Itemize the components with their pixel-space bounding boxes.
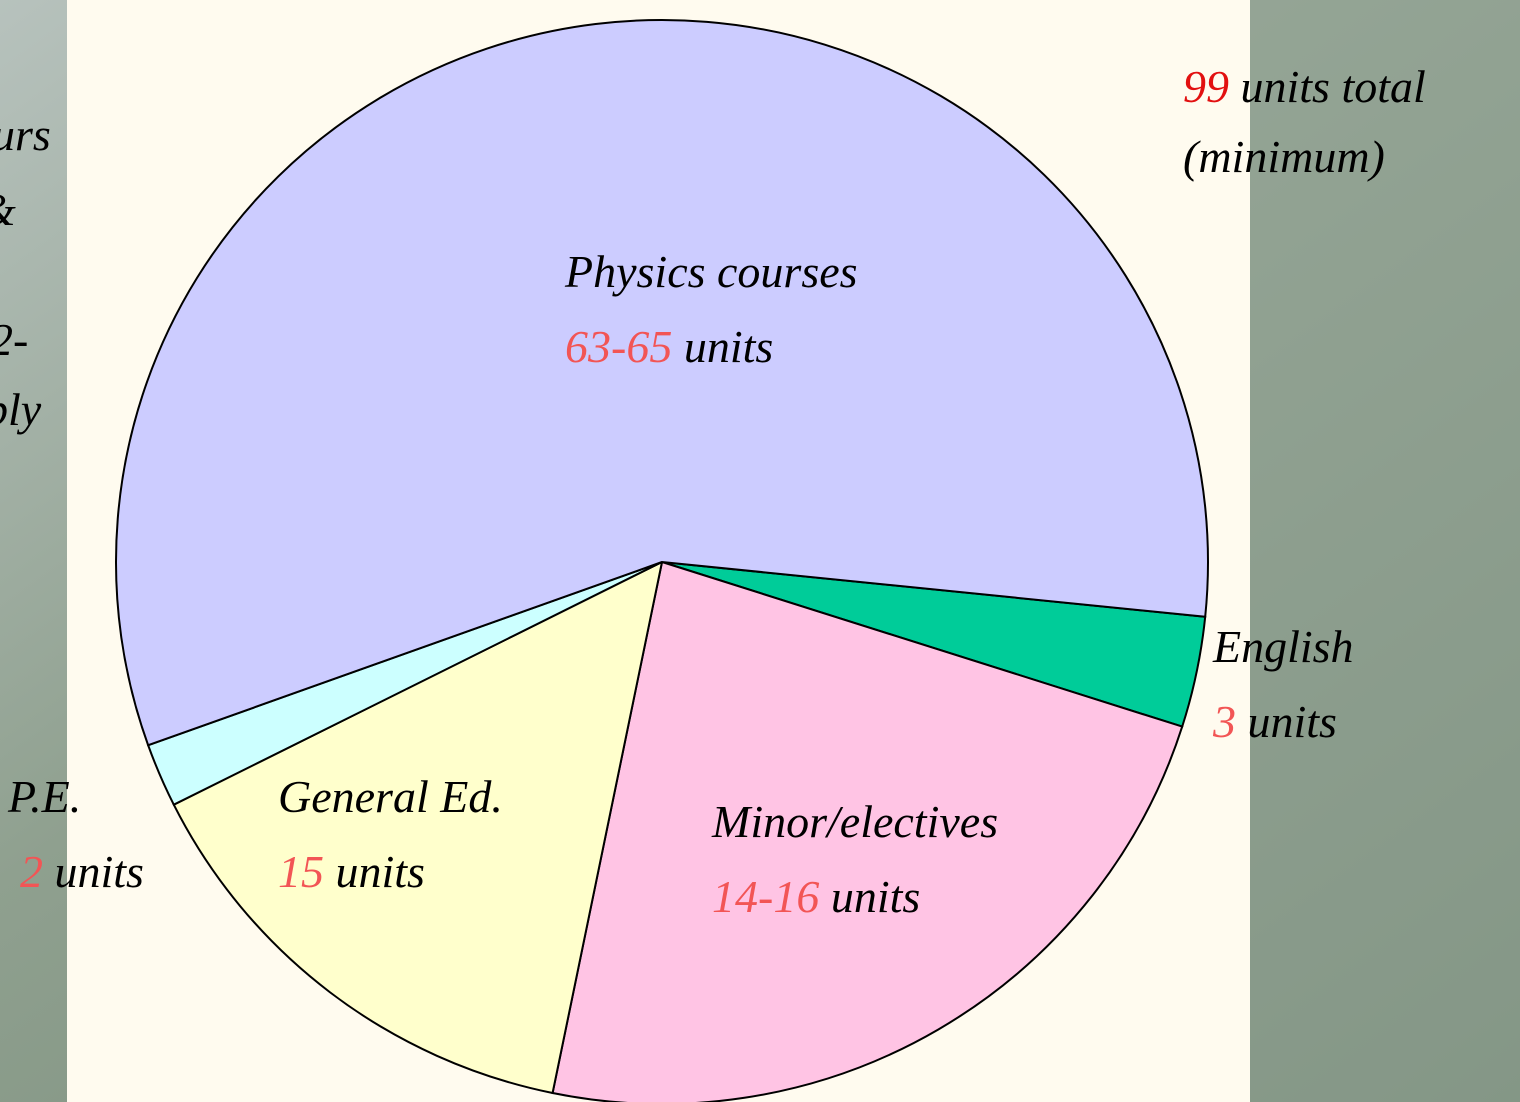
- pie: [115, 18, 1209, 1102]
- background-photo-right: [1250, 0, 1520, 1102]
- units-word: units: [336, 846, 425, 897]
- background-text: urs: [0, 109, 51, 160]
- slice-label: P.E.: [7, 771, 81, 822]
- slice-label: Physics courses: [564, 246, 858, 297]
- background-text: ply: [0, 384, 42, 435]
- category-label: General Ed.: [278, 771, 503, 822]
- slice-label: English: [1212, 621, 1354, 672]
- units-word: units: [55, 846, 144, 897]
- total-text: units total: [1241, 61, 1426, 112]
- total-label: 99 units total: [1183, 61, 1426, 112]
- category-label: Minor/electives: [711, 796, 998, 847]
- category-label: P.E.: [7, 771, 81, 822]
- background-text: 2-: [0, 314, 28, 365]
- units-word: units: [831, 871, 920, 922]
- pie-slice: [172, 560, 664, 1095]
- slice-label: General Ed.: [278, 771, 503, 822]
- slice-units: 63-65 units: [565, 321, 773, 372]
- background-text: &: [0, 184, 16, 235]
- total-note: (minimum): [1183, 131, 1385, 182]
- background-text: urs & 2- ply: [0, 109, 51, 435]
- units-number: 15: [278, 846, 324, 897]
- slice-units: 15 units: [278, 846, 425, 897]
- units-number: 2: [20, 846, 43, 897]
- units-number: 14-16: [712, 871, 819, 922]
- pie-slice: [551, 560, 1184, 1102]
- slice-units: 2 units: [20, 846, 144, 897]
- total-number: 99: [1183, 61, 1229, 112]
- slice-label: Minor/electives: [711, 796, 998, 847]
- units-number: 3: [1212, 696, 1236, 747]
- slice-units: 14-16 units: [712, 871, 920, 922]
- category-label: English: [1212, 621, 1354, 672]
- units-number: 63-65: [565, 321, 672, 372]
- units-word: units: [1248, 696, 1337, 747]
- slice-units: 3 units: [1212, 696, 1337, 747]
- category-label: Physics courses: [564, 246, 858, 297]
- units-word: units: [684, 321, 773, 372]
- pie-slice: [115, 18, 1209, 747]
